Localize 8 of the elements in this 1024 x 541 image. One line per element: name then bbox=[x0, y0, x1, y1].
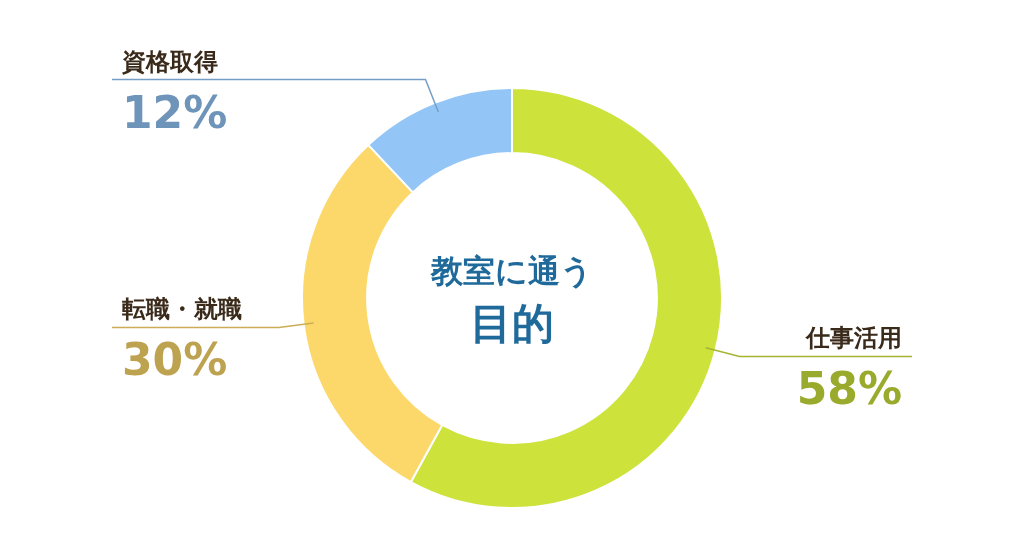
slice-label: 資格取得 bbox=[121, 47, 218, 76]
text: 目的 bbox=[470, 299, 554, 348]
data-label: 58% bbox=[796, 363, 902, 415]
data-label: 12% bbox=[122, 86, 228, 138]
data-label: 30% bbox=[122, 334, 228, 386]
text: 教室に通う bbox=[430, 252, 593, 290]
slice-label: 仕事活用 bbox=[805, 324, 902, 353]
slice-label: 転職・就職 bbox=[122, 295, 242, 324]
